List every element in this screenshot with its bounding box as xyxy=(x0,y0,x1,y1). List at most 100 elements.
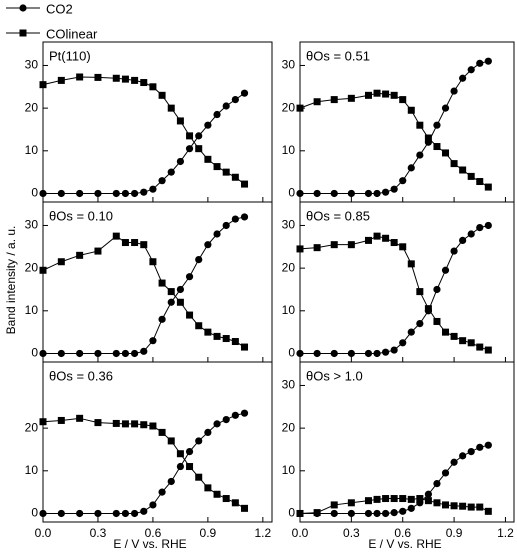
data-point xyxy=(57,189,65,198)
data-point xyxy=(140,507,148,515)
data-point xyxy=(390,91,398,99)
data-point xyxy=(313,349,321,358)
data-point xyxy=(195,256,203,264)
data-point xyxy=(195,437,203,445)
data-point xyxy=(416,151,424,159)
data-point xyxy=(416,288,424,296)
data-point xyxy=(399,507,407,515)
y-tick-label: 30 xyxy=(282,58,296,72)
data-point xyxy=(185,145,194,153)
data-point xyxy=(364,349,373,358)
data-point xyxy=(241,343,249,351)
data-point xyxy=(39,509,47,518)
y-tick-label: 0 xyxy=(288,346,295,360)
data-point xyxy=(424,134,432,142)
data-point xyxy=(240,89,249,97)
data-point xyxy=(484,221,492,230)
data-point xyxy=(476,178,484,186)
data-point xyxy=(364,189,373,198)
data-point xyxy=(433,143,441,151)
data-point xyxy=(94,247,102,255)
data-point xyxy=(347,499,355,507)
data-point xyxy=(373,189,381,198)
data-point xyxy=(399,243,407,251)
data-point xyxy=(382,234,390,242)
data-point xyxy=(204,241,212,249)
data-point xyxy=(399,495,407,503)
data-point xyxy=(176,298,184,306)
data-point xyxy=(424,490,432,498)
data-point xyxy=(176,117,184,125)
data-point xyxy=(222,168,230,176)
panel-label: Pt(110) xyxy=(49,48,91,63)
data-point xyxy=(76,414,84,422)
data-point xyxy=(176,285,184,294)
data-point xyxy=(476,443,484,451)
data-point xyxy=(373,232,381,240)
x-tick-label: 1.2 xyxy=(254,526,271,540)
data-point xyxy=(450,160,458,168)
data-point xyxy=(450,247,458,255)
data-point xyxy=(94,509,102,518)
data-point xyxy=(231,215,239,223)
data-point xyxy=(204,484,212,492)
data-point xyxy=(459,74,467,82)
x-tick-label: 0.9 xyxy=(446,526,463,540)
data-point xyxy=(450,87,458,95)
data-point xyxy=(167,477,175,486)
data-point xyxy=(433,317,441,325)
x-tick-label: 0.3 xyxy=(343,526,360,540)
data-point xyxy=(204,155,212,163)
data-point xyxy=(399,177,407,185)
data-point xyxy=(112,189,120,198)
data-point xyxy=(416,495,424,503)
panel-label: θOs = 0.85 xyxy=(306,208,370,223)
data-point xyxy=(467,503,475,511)
data-point xyxy=(373,89,381,97)
data-point xyxy=(176,450,184,458)
data-point xyxy=(330,349,338,358)
data-point xyxy=(131,349,139,358)
data-point xyxy=(39,418,47,426)
x-tick-label: 0.0 xyxy=(292,526,309,540)
data-point xyxy=(467,339,475,347)
data-point xyxy=(399,339,407,347)
data-point xyxy=(222,102,230,110)
data-point xyxy=(121,349,130,358)
data-point xyxy=(167,168,175,176)
panel-frame xyxy=(42,201,273,363)
data-point xyxy=(222,495,230,503)
y-tick-label: 0 xyxy=(31,346,38,360)
series-line xyxy=(42,235,245,348)
data-point xyxy=(76,251,84,259)
y-tick-label: 10 xyxy=(282,303,296,317)
data-point xyxy=(424,497,432,505)
data-point xyxy=(382,495,390,503)
data-point xyxy=(131,76,139,84)
data-point xyxy=(94,73,102,81)
data-point xyxy=(241,504,249,512)
data-point xyxy=(382,348,390,356)
data-point xyxy=(57,258,65,266)
data-point xyxy=(467,230,475,238)
data-point xyxy=(240,213,249,221)
data-point xyxy=(176,462,184,471)
data-point xyxy=(185,273,194,281)
y-tick-label: 10 xyxy=(282,463,296,477)
data-point xyxy=(330,189,338,198)
data-point xyxy=(158,315,166,323)
data-point xyxy=(76,73,84,81)
data-point xyxy=(240,409,249,417)
data-point xyxy=(167,104,175,112)
panel-label: θOs = 0.51 xyxy=(306,48,370,63)
data-point xyxy=(390,185,398,193)
data-point xyxy=(467,448,475,456)
data-point xyxy=(450,502,458,510)
data-point xyxy=(459,502,467,510)
data-point xyxy=(158,279,166,287)
y-tick-label: 0 xyxy=(31,506,38,520)
data-point xyxy=(121,420,129,428)
data-point xyxy=(158,428,166,436)
data-point xyxy=(112,419,120,427)
